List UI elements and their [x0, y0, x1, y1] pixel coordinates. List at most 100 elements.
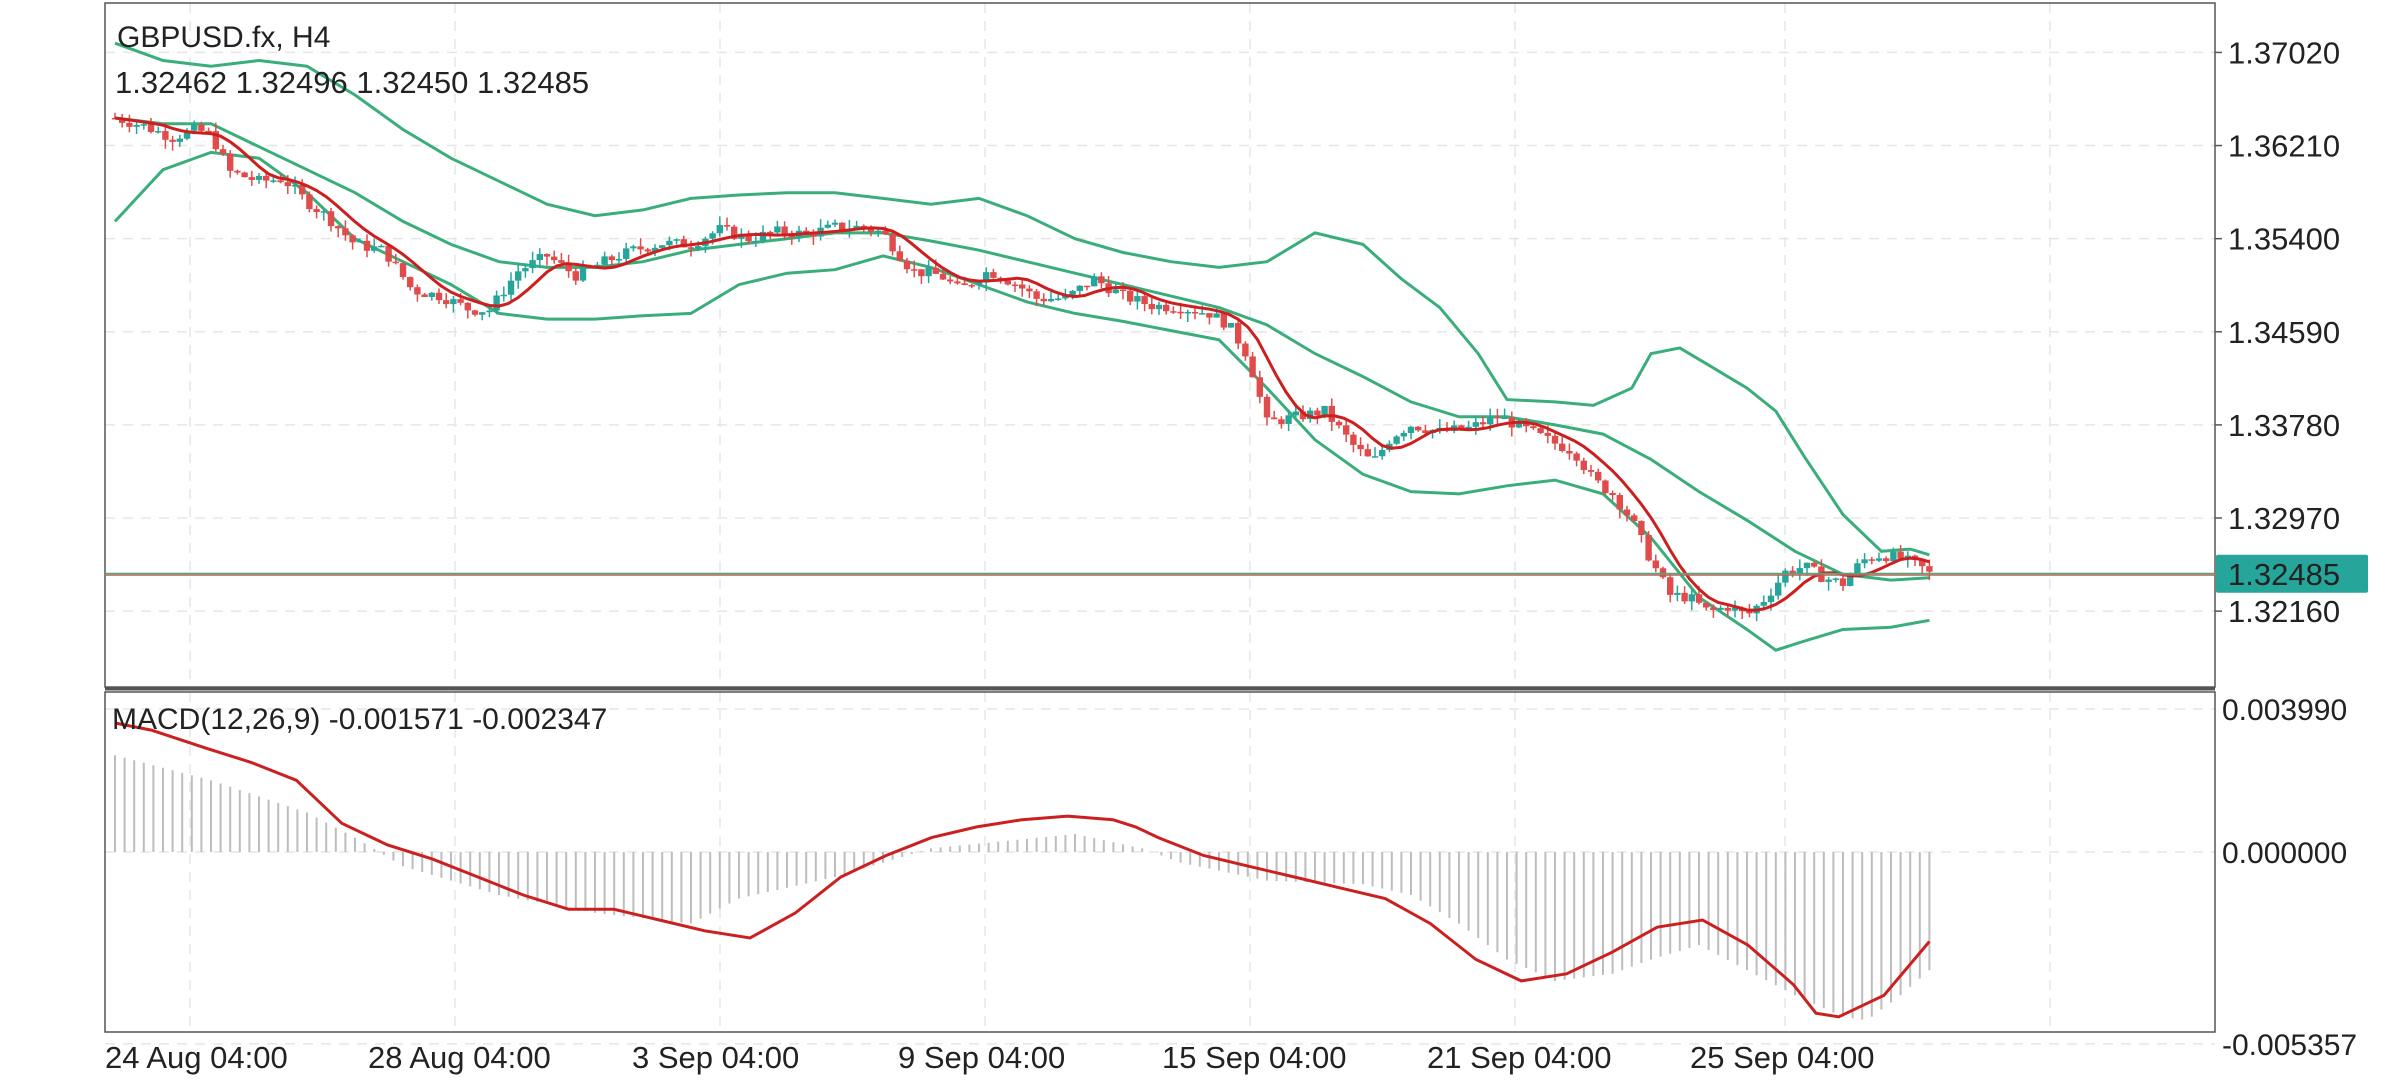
- candle: [1587, 464, 1595, 477]
- candle: [615, 252, 623, 263]
- candle: [1400, 430, 1407, 441]
- bollinger-bands: [113, 41, 1930, 652]
- candle: [1775, 575, 1782, 600]
- time-tick-label: 21 Sep 04:00: [1427, 1040, 1611, 1075]
- candle: [536, 248, 543, 268]
- candle: [1731, 600, 1739, 618]
- candle: [248, 170, 255, 186]
- price-axis[interactable]: 1.37020 1.36210 1.35400 1.34590 1.33780 1.329…: [2215, 35, 2340, 629]
- candle: [255, 172, 263, 184]
- candle: [529, 251, 536, 274]
- time-tick-label: 9 Sep 04:00: [898, 1040, 1065, 1075]
- ohlc-values: 1.32462 1.32496 1.32450 1.32485: [115, 65, 589, 100]
- candle: [1393, 434, 1400, 446]
- time-axis[interactable]: 24 Aug 04:00 28 Aug 04:00 3 Sep 04:00 9 Sep…: [105, 1040, 1874, 1075]
- upper-band-line: [114, 41, 1930, 557]
- candle: [327, 207, 335, 232]
- candle: [479, 311, 486, 321]
- candle: [399, 262, 407, 280]
- price-tick-label: 1.32970: [2228, 501, 2340, 536]
- candle: [1040, 293, 1047, 306]
- candle: [1753, 604, 1760, 622]
- candle: [435, 288, 443, 304]
- time-tick-label: 25 Sep 04:00: [1690, 1040, 1874, 1075]
- candle: [263, 171, 270, 189]
- candle: [1026, 285, 1033, 299]
- candle: [1883, 556, 1890, 564]
- candle: [1472, 415, 1479, 435]
- candle: [1926, 559, 1933, 581]
- candle: [1861, 553, 1868, 569]
- candle: [1501, 408, 1508, 420]
- candle: [1688, 588, 1695, 611]
- candle: [1141, 292, 1148, 312]
- candle: [831, 219, 839, 227]
- candle: [414, 284, 421, 302]
- macd-histogram: [114, 755, 1931, 1020]
- candle: [1357, 437, 1364, 457]
- time-tick-label: 28 Aug 04:00: [368, 1040, 551, 1075]
- candle: [119, 113, 126, 128]
- candle: [925, 260, 932, 284]
- candle: [392, 253, 399, 265]
- candle: [1271, 410, 1278, 420]
- candle: [1724, 605, 1731, 617]
- candle: [1055, 294, 1062, 301]
- candle: [1256, 370, 1263, 404]
- candle: [990, 268, 997, 279]
- candle: [191, 120, 198, 133]
- current-price-tag: 1.32485: [2216, 554, 2368, 593]
- candle: [320, 208, 327, 221]
- candle: [212, 122, 219, 152]
- main-chart-frame: [104, 2, 2216, 688]
- candle: [219, 144, 227, 156]
- candle: [1263, 394, 1271, 426]
- candle: [1674, 585, 1681, 602]
- price-tick-label: 1.35400: [2228, 222, 2340, 257]
- candle: [601, 251, 608, 266]
- candle: [486, 307, 493, 318]
- macd-signal-line: [114, 721, 1931, 1019]
- candle: [608, 254, 615, 267]
- candle: [507, 272, 515, 301]
- current-price-value: 1.32485: [2228, 557, 2340, 592]
- candle: [1206, 313, 1213, 325]
- candle: [428, 292, 435, 301]
- candle: [630, 244, 637, 252]
- macd-header: MACD(12,26,9) -0.001571 -0.002347: [112, 703, 607, 736]
- candle: [1559, 436, 1566, 453]
- macd-axis: 0.003990 0.000000 -0.005357: [2222, 694, 2357, 1062]
- candle: [227, 150, 234, 178]
- candle: [1710, 604, 1717, 618]
- candle: [1530, 425, 1537, 431]
- candle: [1782, 568, 1789, 587]
- moving-average: [114, 116, 1930, 612]
- candle: [234, 169, 241, 175]
- candle: [1242, 341, 1249, 361]
- candle: [443, 293, 450, 309]
- candle: [1371, 447, 1379, 458]
- candle: [349, 234, 356, 250]
- macd-pane-frame: [104, 691, 2216, 1033]
- candle: [155, 126, 162, 134]
- candle: [702, 236, 709, 253]
- candle: [363, 234, 371, 258]
- candle: [1796, 559, 1803, 581]
- candle: [378, 244, 385, 248]
- candle: [421, 292, 428, 297]
- candle: [911, 260, 918, 278]
- candle: [572, 267, 579, 285]
- candle: [371, 238, 378, 253]
- candle: [1083, 285, 1091, 291]
- candle: [1868, 557, 1875, 565]
- candle: [903, 257, 911, 274]
- candle: [1717, 605, 1724, 612]
- candlestick-series: [111, 112, 1933, 622]
- candle: [169, 135, 176, 151]
- price-tick-label: 1.33780: [2228, 408, 2340, 443]
- candle: [659, 244, 666, 249]
- candle: [1652, 554, 1659, 573]
- candle: [1580, 457, 1587, 475]
- candle: [623, 242, 630, 263]
